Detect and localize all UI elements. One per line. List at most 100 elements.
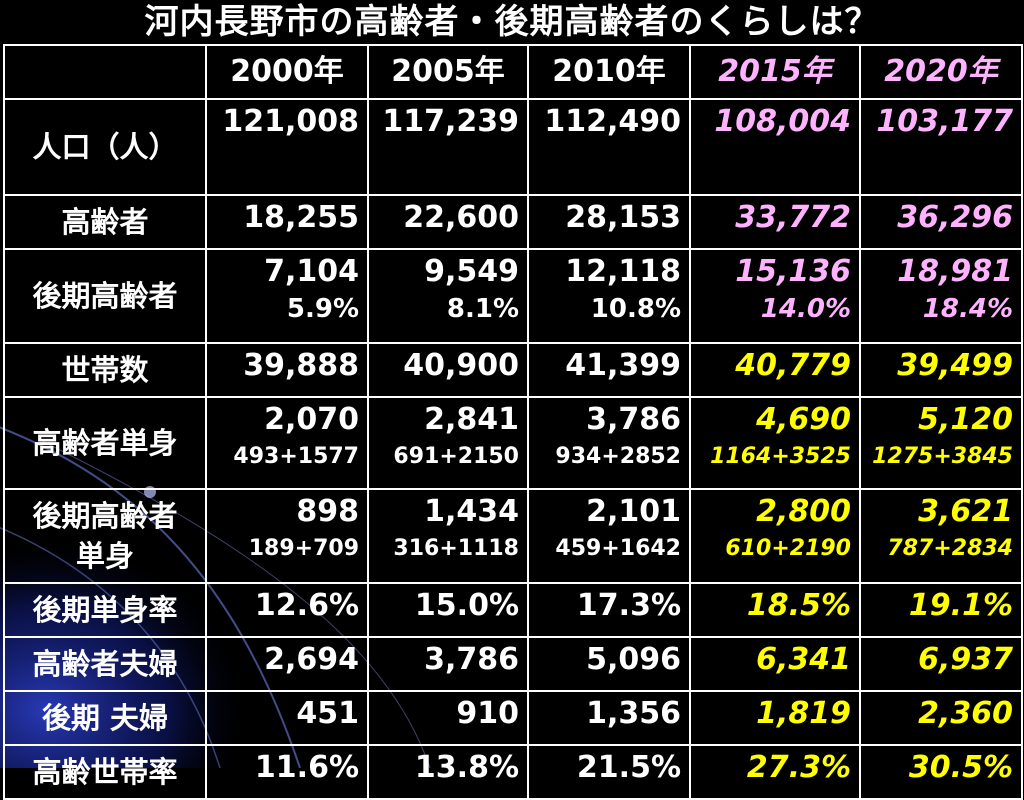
table-row: 後期 夫婦 451 910 1,356 1,819 2,360 bbox=[3, 690, 1023, 746]
table-cell: 5,120 1275+3845 bbox=[859, 396, 1023, 490]
header-row: 2000年 2005年 2010年 2015年 2020年 bbox=[3, 44, 1023, 100]
table-cell: 41,399 bbox=[527, 342, 691, 398]
table-cell: 12,118 10.8% bbox=[527, 248, 691, 344]
cell-value: 1,819 bbox=[756, 696, 851, 731]
table-cell: 1,356 bbox=[527, 690, 691, 746]
year-header-2000: 2000年 bbox=[205, 44, 369, 100]
table-cell: 3,786 934+2852 bbox=[527, 396, 691, 490]
row-label: 高齢者 bbox=[3, 194, 207, 250]
cell-value: 1,356 bbox=[586, 696, 681, 731]
cell-value: 117,239 bbox=[382, 104, 519, 139]
cell-subvalue: 8.1% bbox=[446, 294, 519, 324]
cell-value: 2,070 bbox=[264, 402, 359, 437]
table-cell: 2,694 bbox=[205, 636, 369, 692]
table-row: 高齢世帯率 11.6% 13.8% 21.5% 27.3% 30.5% bbox=[3, 744, 1023, 800]
cell-value: 2,101 bbox=[586, 494, 681, 529]
table-row: 人口（人） 121,008 117,239 112,490 108,004 103,177 bbox=[3, 98, 1023, 196]
table-row: 後期単身率 12.6% 15.0% 17.3% 18.5% 19.1% bbox=[3, 582, 1023, 638]
table-cell: 2,101 459+1642 bbox=[527, 488, 691, 584]
cell-subvalue: 5.9% bbox=[286, 294, 359, 324]
table-cell: 40,900 bbox=[367, 342, 529, 398]
cell-value: 2,360 bbox=[918, 696, 1013, 731]
corner-header bbox=[3, 44, 207, 100]
table-cell: 15,136 14.0% bbox=[689, 248, 861, 344]
cell-value: 9,549 bbox=[424, 254, 519, 289]
table-cell: 39,499 bbox=[859, 342, 1023, 398]
cell-value: 2,694 bbox=[264, 642, 359, 677]
cell-value: 103,177 bbox=[876, 104, 1013, 139]
row-label: 後期単身率 bbox=[3, 582, 207, 638]
row-label: 世帯数 bbox=[3, 342, 207, 398]
table-cell: 21.5% bbox=[527, 744, 691, 800]
cell-value: 3,786 bbox=[424, 642, 519, 677]
cell-value: 19.1% bbox=[908, 588, 1013, 623]
table-row: 後期高齢者 7,104 5.9% 9,549 8.1% 12,118 10.8% 15,136… bbox=[3, 248, 1023, 344]
cell-subvalue: 1275+3845 bbox=[872, 444, 1013, 469]
table-cell: 3,786 bbox=[367, 636, 529, 692]
table-cell: 6,341 bbox=[689, 636, 861, 692]
table-cell: 898 189+709 bbox=[205, 488, 369, 584]
cell-value: 18,981 bbox=[897, 254, 1013, 289]
year-header-2020: 2020年 bbox=[859, 44, 1023, 100]
table-cell: 13.8% bbox=[367, 744, 529, 800]
cell-value: 28,153 bbox=[565, 200, 681, 235]
cell-value: 112,490 bbox=[544, 104, 681, 139]
cell-value: 12,118 bbox=[565, 254, 681, 289]
year-header-2010: 2010年 bbox=[527, 44, 691, 100]
cell-value: 18.5% bbox=[746, 588, 851, 623]
table-cell: 5,096 bbox=[527, 636, 691, 692]
table-cell: 19.1% bbox=[859, 582, 1023, 638]
table-cell: 17.3% bbox=[527, 582, 691, 638]
row-label: 後期高齢者 単身 bbox=[3, 488, 207, 584]
cell-subvalue: 493+1577 bbox=[233, 444, 359, 469]
cell-value: 18,255 bbox=[243, 200, 359, 235]
cell-value: 6,341 bbox=[756, 642, 851, 677]
cell-value: 7,104 bbox=[264, 254, 359, 289]
cell-subvalue: 787+2834 bbox=[887, 536, 1013, 561]
table-row: 高齢者 18,255 22,600 28,153 33,772 36,296 bbox=[3, 194, 1023, 250]
table-row: 後期高齢者 単身 898 189+709 1,434 316+1118 2,101 459+1… bbox=[3, 488, 1023, 584]
table-row: 高齢者夫婦 2,694 3,786 5,096 6,341 6,937 bbox=[3, 636, 1023, 692]
cell-value: 451 bbox=[296, 696, 359, 731]
table-cell: 2,070 493+1577 bbox=[205, 396, 369, 490]
cell-value: 121,008 bbox=[222, 104, 359, 139]
table-cell: 33,772 bbox=[689, 194, 861, 250]
row-label: 後期高齢者 bbox=[3, 248, 207, 344]
table-cell: 18,255 bbox=[205, 194, 369, 250]
table-cell: 27.3% bbox=[689, 744, 861, 800]
table-cell: 18,981 18.4% bbox=[859, 248, 1023, 344]
table-cell: 22,600 bbox=[367, 194, 529, 250]
cell-value: 5,120 bbox=[918, 402, 1013, 437]
cell-value: 910 bbox=[456, 696, 519, 731]
table-cell: 12.6% bbox=[205, 582, 369, 638]
table-cell: 30.5% bbox=[859, 744, 1023, 800]
cell-value: 3,786 bbox=[586, 402, 681, 437]
table-cell: 2,841 691+2150 bbox=[367, 396, 529, 490]
cell-value: 5,096 bbox=[586, 642, 681, 677]
table-cell: 451 bbox=[205, 690, 369, 746]
cell-subvalue: 316+1118 bbox=[393, 536, 519, 561]
table-cell: 6,937 bbox=[859, 636, 1023, 692]
row-label: 人口（人） bbox=[3, 98, 207, 196]
row-label-line: 単身 bbox=[75, 539, 134, 573]
table-cell: 28,153 bbox=[527, 194, 691, 250]
table-cell: 36,296 bbox=[859, 194, 1023, 250]
table-row: 世帯数 39,888 40,900 41,399 40,779 39,499 bbox=[3, 342, 1023, 398]
cell-subvalue: 1164+3525 bbox=[710, 444, 851, 469]
table-cell: 1,434 316+1118 bbox=[367, 488, 529, 584]
table-cell: 39,888 bbox=[205, 342, 369, 398]
table-cell: 112,490 bbox=[527, 98, 691, 196]
table-row: 高齢者単身 2,070 493+1577 2,841 691+2150 3,786 934+… bbox=[3, 396, 1023, 490]
row-label: 高齢者夫婦 bbox=[3, 636, 207, 692]
table-cell: 4,690 1164+3525 bbox=[689, 396, 861, 490]
table-cell: 40,779 bbox=[689, 342, 861, 398]
cell-value: 12.6% bbox=[254, 588, 359, 623]
table-cell: 7,104 5.9% bbox=[205, 248, 369, 344]
cell-value: 15.0% bbox=[414, 588, 519, 623]
cell-subvalue: 14.0% bbox=[760, 294, 851, 324]
cell-subvalue: 459+1642 bbox=[555, 536, 681, 561]
cell-value: 22,600 bbox=[403, 200, 519, 235]
row-label: 後期 夫婦 bbox=[3, 690, 207, 746]
cell-subvalue: 18.4% bbox=[922, 294, 1013, 324]
cell-value: 4,690 bbox=[756, 402, 851, 437]
